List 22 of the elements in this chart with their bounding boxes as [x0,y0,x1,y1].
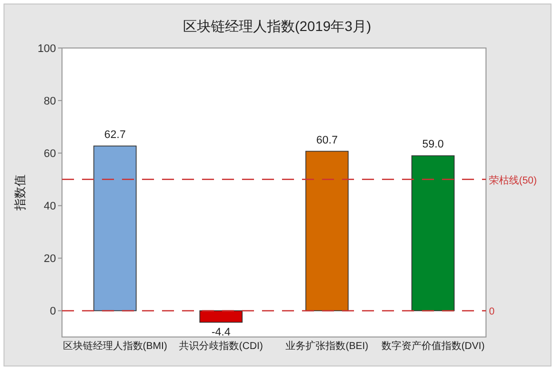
bar [93,146,137,312]
chart-title: 区块链经理人指数(2019年3月) [182,18,372,34]
data-label: 60.7 [316,134,338,146]
data-label: 59.0 [422,138,444,151]
x-tick-label: 共识分歧指数(CDI) [179,340,263,352]
bar [305,150,349,312]
data-label: -4.4 [212,326,230,338]
ref-line-label: 0 [489,306,495,318]
x-tick-label: 区块链经理人指数(BMI) [62,340,168,352]
data-label: 62.7 [104,128,126,141]
y-tick-label: 20 [44,253,56,266]
bar [411,155,455,312]
y-tick-label: 0 [50,306,56,318]
bar [199,310,243,323]
y-axis-title: 指数值 [13,174,27,212]
x-tick-label: 业务扩张指数(BEI) [286,340,368,352]
x-tick-label: 数字资产价值指数(DVI) [381,340,485,352]
y-tick-label: 100 [38,43,56,55]
y-tick-label: 60 [44,148,56,160]
y-tick-label: 80 [44,96,56,108]
y-tick-label: 40 [44,200,56,213]
ref-line-label: 荣枯线(50) [489,174,537,186]
